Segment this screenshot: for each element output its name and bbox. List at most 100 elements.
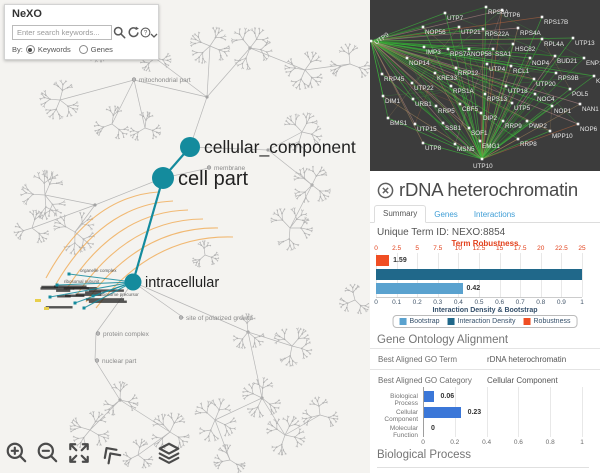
gene-label[interactable]: SSB1 [445,125,462,132]
gene-label[interactable]: UTP4 [489,66,506,73]
gene-label[interactable]: NAN1 [582,106,599,113]
term-label[interactable]: ribosomal subunit [64,279,100,284]
gene-label[interactable]: UTP8 [425,145,442,152]
gene-label[interactable]: RRP45 [384,76,405,83]
gene-label[interactable]: UTP10 [473,163,493,170]
close-button[interactable] [377,182,394,199]
network-node[interactable] [525,119,529,123]
network-node[interactable] [548,129,552,133]
network-node[interactable] [422,45,426,49]
network-node[interactable] [381,94,385,98]
gene-label[interactable]: RRP12 [458,70,479,77]
gene-label[interactable]: NOP1 [554,108,572,115]
ontology-node[interactable] [124,273,142,291]
legend-item[interactable]: Robustness [523,318,570,325]
search-icon[interactable] [113,26,126,39]
network-node[interactable] [421,25,425,29]
network-node[interactable] [571,36,575,40]
ontology-node[interactable] [180,137,200,157]
network-node[interactable] [479,111,483,115]
gene-label[interactable]: UTP13 [575,40,595,47]
network-node[interactable] [532,77,536,81]
network-node[interactable] [481,27,485,31]
gene-label[interactable]: DIM1 [385,98,401,105]
network-node[interactable] [516,137,520,141]
gene-label[interactable]: POL5 [572,91,589,98]
network-node[interactable] [478,139,482,143]
network-node[interactable] [405,56,409,60]
network-node[interactable] [592,74,596,78]
network-node[interactable] [540,15,544,19]
term-label[interactable]: site of polarized growth [186,315,253,322]
network-node[interactable] [511,42,515,46]
gene-label[interactable]: RRP9 [505,123,522,130]
network-node[interactable] [553,54,557,58]
tab-summary[interactable]: Summary [374,205,427,223]
gene-label[interactable]: SSA1 [495,51,512,58]
ontology-node-label[interactable]: cellular_component [204,137,356,158]
gene-label[interactable]: ENP1 [586,60,600,67]
network-node[interactable] [582,56,586,60]
gene-label[interactable]: BMS1 [390,120,408,127]
radio-keywords[interactable] [25,45,35,54]
network-node[interactable] [411,97,415,101]
tab-genes[interactable]: Genes [434,210,458,219]
network-node[interactable] [413,122,417,126]
ontology-node[interactable] [178,315,184,320]
network-node[interactable] [457,25,461,29]
network-node[interactable] [467,47,471,51]
ontology-node-label[interactable]: cell part [178,168,248,190]
gene-label[interactable]: UTP20 [536,81,556,88]
term-label[interactable]: ribosome precursor [100,292,139,297]
network-node[interactable] [458,102,462,106]
gene-label[interactable]: UTP22 [414,85,434,92]
gene-label[interactable]: RRP8 [520,141,537,148]
gene-label[interactable]: RPS7A [450,51,471,58]
gene-label[interactable]: MSN5 [457,146,475,153]
ontology-node[interactable] [152,167,174,189]
gene-label[interactable]: KRE33 [437,75,457,82]
fit-to-screen-button[interactable] [67,441,91,467]
network-node[interactable] [501,119,505,123]
gene-label[interactable]: MPP10 [552,133,573,140]
gene-label[interactable]: NOP14 [409,60,430,67]
network-node[interactable] [380,72,384,76]
gene-label[interactable]: RPS4A [520,30,541,37]
term-label[interactable]: organelle complex [80,268,117,273]
legend-item[interactable]: Interaction Density [447,318,515,325]
gene-label[interactable]: UTP7 [447,15,464,22]
network-node[interactable] [484,5,488,9]
help-icon[interactable]: ? [140,26,151,39]
gene-label[interactable]: RPS9B [558,75,579,82]
gene-label[interactable]: RPS1A [453,88,474,95]
gene-label[interactable]: HSC82 [515,46,536,53]
network-node[interactable] [485,62,489,66]
network-node[interactable] [446,47,450,51]
gene-label[interactable]: URB1 [415,101,432,108]
ontology-node-label[interactable]: intracellular [145,275,219,291]
network-node[interactable] [504,84,508,88]
network-node[interactable] [554,71,558,75]
tab-interactions[interactable]: Interactions [473,210,516,219]
gene-label[interactable]: UTP18 [508,88,528,95]
network-node[interactable] [500,8,504,12]
term-label[interactable]: mitochondrial part [139,77,191,84]
gene-label[interactable]: NOP56 [425,29,446,36]
gene-label[interactable]: RPL4A [544,41,565,48]
network-node[interactable] [449,84,453,88]
gene-label[interactable]: EMG1 [482,143,500,150]
network-node[interactable] [433,71,437,75]
network-node[interactable] [434,104,438,108]
network-node[interactable] [576,122,580,126]
legend-item[interactable]: Bootstrap [399,318,440,325]
network-node[interactable] [443,11,447,15]
gene-label[interactable]: UTP6 [504,12,521,19]
zoom-out-button[interactable] [36,441,60,467]
gene-label[interactable]: RPS22A [485,31,510,38]
network-node[interactable] [516,26,520,30]
ontology-node[interactable] [95,331,101,336]
gene-label[interactable]: DIP2 [483,115,497,122]
network-node[interactable] [568,87,572,91]
network-node[interactable] [540,37,544,41]
